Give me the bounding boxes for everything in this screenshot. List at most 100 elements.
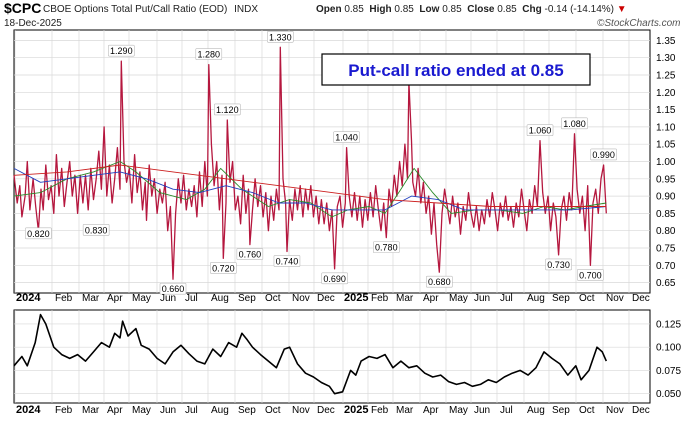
data-label: 0.660 bbox=[159, 282, 187, 295]
data-label: 0.690 bbox=[321, 272, 348, 285]
x-tick-label: 2024 bbox=[16, 404, 41, 416]
x-tick-label: Jul bbox=[500, 293, 513, 304]
x-tick-label: May bbox=[132, 293, 151, 304]
open-value: 0.85 bbox=[344, 4, 364, 15]
panel-2-series bbox=[13, 313, 608, 395]
y-tick-label: 0.95 bbox=[656, 174, 676, 185]
x-tick-label: Oct bbox=[265, 405, 281, 416]
series-line-1-1 bbox=[13, 46, 607, 280]
exchange-label: INDX bbox=[234, 4, 259, 15]
data-label: 0.700 bbox=[577, 269, 604, 281]
data-label: 1.330 bbox=[267, 31, 294, 43]
data-label: 0.730 bbox=[545, 258, 572, 271]
x-tick-label: 2025 bbox=[344, 404, 368, 416]
data-label-text: 1.080 bbox=[563, 119, 586, 129]
x-tick-label: Feb bbox=[371, 405, 389, 416]
data-label-text: 0.720 bbox=[212, 263, 235, 273]
data-label-box bbox=[82, 224, 110, 236]
series-line-1-2 bbox=[13, 161, 607, 218]
x-tick-label: Aug bbox=[527, 405, 545, 416]
x-tick-label: Dec bbox=[317, 293, 335, 304]
data-label-box bbox=[321, 272, 348, 285]
chart-title-text: CBOE Options Total Put/Call Ratio (EOD) bbox=[43, 4, 228, 15]
panel-1-series bbox=[13, 46, 607, 280]
close-value: 0.85 bbox=[497, 4, 517, 15]
data-label-text: 0.820 bbox=[27, 229, 50, 239]
x-tick-label: Nov bbox=[606, 293, 624, 304]
annotation-text: Put-call ratio ended at 0.85 bbox=[348, 61, 563, 80]
data-label-text: 0.700 bbox=[579, 270, 602, 280]
x-tick-label: Mar bbox=[82, 405, 100, 416]
data-label: 0.720 bbox=[210, 262, 237, 274]
data-label-text: 0.690 bbox=[323, 274, 346, 284]
data-label: 1.280 bbox=[195, 48, 223, 60]
x-tick-label: Nov bbox=[292, 405, 310, 416]
series-line-2-1 bbox=[13, 313, 608, 395]
x-tick-label: Sep bbox=[238, 293, 256, 304]
y-tick-label: 1.25 bbox=[656, 70, 676, 81]
chart-title: CBOE Options Total Put/Call Ratio (EOD) … bbox=[43, 4, 258, 15]
data-label-box bbox=[426, 275, 453, 288]
x-tick-label: Jul bbox=[185, 405, 198, 416]
data-label-box bbox=[590, 148, 617, 161]
data-label-text: 0.730 bbox=[547, 260, 570, 270]
data-label: 0.740 bbox=[273, 255, 301, 267]
data-label: 0.760 bbox=[236, 248, 264, 260]
low-value: 0.85 bbox=[442, 4, 462, 15]
x-tick-label: Jul bbox=[500, 405, 513, 416]
data-label-box bbox=[561, 117, 588, 130]
x-tick-label: Oct bbox=[579, 405, 595, 416]
x-tick-label: Apr bbox=[423, 405, 439, 416]
ticker-symbol: $CPC bbox=[4, 0, 42, 16]
x-tick-label: Sep bbox=[552, 405, 570, 416]
data-label-box bbox=[236, 248, 264, 260]
panel-2-frame bbox=[13, 309, 651, 404]
x-tick-label: May bbox=[449, 293, 468, 304]
data-label-box bbox=[108, 44, 135, 57]
x-tick-label: Aug bbox=[527, 293, 545, 304]
chg-label: Chg bbox=[522, 4, 542, 15]
x-tick-label: Nov bbox=[292, 293, 310, 304]
panel-1-axes: 1.35 1.30 1.25 1.20 1.15 1.10 1.05 1.00 0.95 0.90… bbox=[16, 36, 676, 304]
y-tick-label: 0.80 bbox=[656, 226, 676, 237]
y-tick-label: 1.15 bbox=[656, 105, 676, 116]
series-line-1-3 bbox=[13, 168, 607, 211]
data-label-text: 1.290 bbox=[110, 46, 133, 56]
y-tick-label: 0.65 bbox=[656, 278, 676, 289]
data-label-box bbox=[214, 103, 241, 116]
chg-value: -0.14 (-14.14%) bbox=[544, 4, 614, 15]
x-tick-label: Jul bbox=[185, 293, 198, 304]
data-label-box bbox=[25, 227, 52, 240]
data-label: 1.120 bbox=[214, 103, 241, 116]
data-label-text: 1.330 bbox=[269, 32, 292, 42]
data-label-box bbox=[159, 282, 187, 295]
data-label-box bbox=[526, 124, 554, 137]
data-label-text: 0.660 bbox=[162, 284, 185, 294]
x-tick-label: 2024 bbox=[16, 292, 41, 304]
x-tick-label: 2025 bbox=[344, 292, 368, 304]
data-label-text: 0.990 bbox=[592, 150, 615, 160]
data-label-box bbox=[273, 255, 301, 267]
x-tick-label: Mar bbox=[396, 405, 414, 416]
x-tick-label: Oct bbox=[265, 293, 281, 304]
open-label: Open bbox=[316, 4, 342, 15]
data-label-text: 1.040 bbox=[335, 133, 358, 143]
down-arrow-icon: ▼ bbox=[616, 4, 627, 15]
y-tick-label: 1.05 bbox=[656, 140, 676, 151]
low-label: Low bbox=[419, 4, 440, 15]
x-tick-label: Jun bbox=[160, 405, 176, 416]
y-tick-label: 1.30 bbox=[656, 53, 676, 64]
data-label: 0.990 bbox=[590, 148, 617, 161]
x-tick-label: Sep bbox=[238, 405, 256, 416]
x-tick-label: Aug bbox=[211, 405, 229, 416]
x-tick-label: Mar bbox=[396, 293, 414, 304]
data-label-box bbox=[333, 131, 360, 143]
data-label: 1.080 bbox=[561, 117, 588, 130]
close-label: Close bbox=[467, 4, 495, 15]
chart-date: 18-Dec-2025 bbox=[4, 18, 62, 29]
data-label: 0.680 bbox=[426, 275, 453, 288]
data-label-text: 0.830 bbox=[85, 225, 108, 235]
y-tick-label: 1.20 bbox=[656, 88, 676, 99]
x-tick-label: Apr bbox=[107, 293, 123, 304]
